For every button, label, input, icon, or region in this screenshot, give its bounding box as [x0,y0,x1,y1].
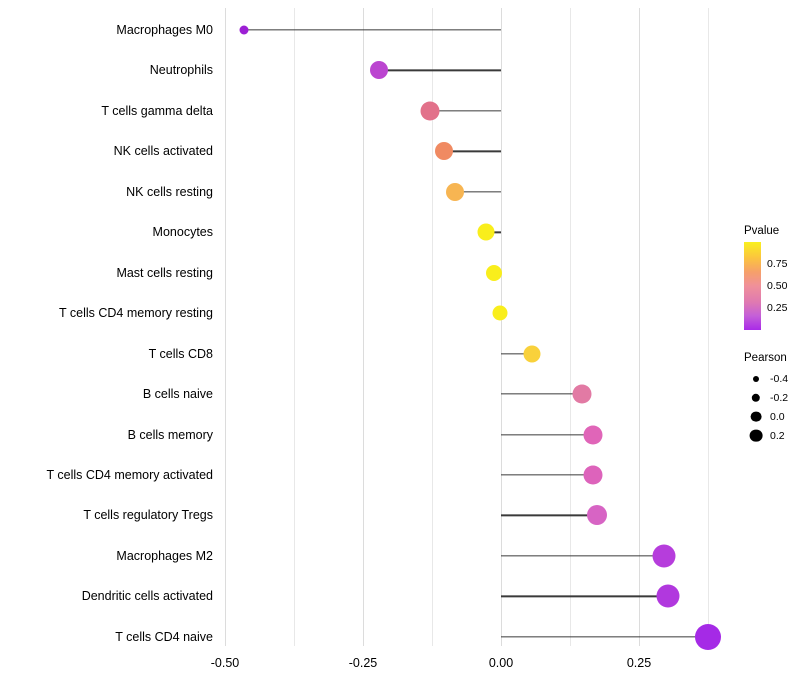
gridline [639,8,640,646]
pearson-legend-dot [750,411,762,422]
y-axis-tick-label: NK cells activated [113,144,213,159]
lollipop-stem [501,514,598,517]
y-axis-tick-label: T cells CD4 memory resting [59,305,213,320]
pearson-legend-row: -0.2 [742,388,800,407]
gridline [570,8,571,646]
gridline [225,8,226,646]
colorbar-tick-label: 0.75 [767,258,788,270]
y-axis-tick-label: T cells CD4 memory activated [46,467,214,482]
y-axis-tick-label: T cells CD4 naive [115,629,213,644]
x-tick-label: 0.25 [626,656,652,670]
pearson-legend-row: 0.2 [742,426,800,445]
lollipop-dot[interactable] [652,544,676,568]
lollipop-stem [501,636,708,638]
lollipop-dot[interactable] [583,425,603,444]
lollipop-dot[interactable] [420,101,440,121]
y-axis-tick-label: Neutrophils [149,63,213,78]
lollipop-stem [429,110,501,112]
lollipop-stem [501,474,594,476]
lollipop-dot[interactable] [239,25,249,35]
pearson-legend-dot [749,429,763,442]
colorbar-tick [761,286,765,287]
pearson-legend-row: 0.0 [742,407,800,426]
lollipop-stem [444,150,501,152]
gridline [708,8,709,646]
lollipop-dot[interactable] [583,465,603,485]
y-axis-tick-label: T cells gamma delta [101,103,213,118]
y-axis-tick-label: T cells CD8 [148,346,213,361]
gridline [363,8,364,646]
pearson-legend-title: Pearson [744,352,787,364]
pearson-legend-rows: -0.4 -0.2 0.0 0.2 [742,369,800,445]
y-axis-tick-label: Macrophages M0 [116,22,213,37]
lollipop-dot[interactable] [477,223,495,241]
colorbar-tick-label: 0.50 [767,280,788,292]
pearson-legend-dot [751,393,761,402]
pearson-legend-dot [753,375,759,382]
lollipop-dot[interactable] [587,505,608,526]
lollipop-stem [243,29,501,31]
colorbar-tick-label: 0.25 [767,302,788,314]
gridline [294,8,295,646]
pearson-legend-label: 0.2 [770,429,785,442]
lollipop-dot[interactable] [492,305,508,321]
colorbar-tick [761,308,765,309]
x-tick-label: -0.25 [348,656,378,670]
pearson-legend-label: -0.4 [770,372,789,385]
lollipop-stem [501,595,669,597]
lollipop-dot[interactable] [695,623,721,650]
lollipop-stem [501,555,664,557]
lollipop-dot[interactable] [485,264,502,281]
colorbar-tick [761,264,765,265]
pearson-size-legend: Pearson -0.4 -0.2 0.0 0.2 [742,352,800,445]
lollipop-stem [455,191,501,193]
x-tick-label: -0.50 [210,656,240,670]
gridline [432,8,433,646]
pvalue-color-legend: Pvalue 0.75 0.50 0.25 [742,225,800,330]
y-axis-tick-label: B cells naive [142,386,213,401]
pvalue-colorbar [744,242,761,330]
lollipop-dot[interactable] [523,345,541,363]
lollipop-stem [501,393,583,395]
y-axis-tick-label: T cells regulatory Tregs [83,508,213,523]
y-axis-tick-label: Macrophages M2 [116,548,213,563]
lollipop-dot[interactable] [446,182,465,201]
y-axis-tick-label: Mast cells resting [116,265,213,280]
lollipop-stem [379,69,501,72]
pvalue-legend-title: Pvalue [744,225,780,237]
lollipop-dot[interactable] [656,584,680,608]
y-axis-tick-label: B cells memory [127,427,213,442]
lollipop-dot[interactable] [370,61,388,80]
lollipop-stem [501,352,532,355]
lollipop-dot[interactable] [435,142,454,161]
colorbar-wrap: 0.75 0.50 0.25 [742,242,800,330]
y-axis-labels: Macrophages M0 Neutrophils T cells gamma d… [0,0,214,700]
y-axis-tick-label: NK cells resting [126,184,213,199]
lollipop-stem [501,433,594,436]
pearson-legend-row: -0.4 [742,369,800,388]
pearson-legend-label: 0.0 [770,410,785,423]
gridline [501,8,502,646]
pearson-legend-label: -0.2 [770,391,789,404]
x-tick-label: 0.00 [488,656,514,670]
lollipop-dot[interactable] [572,384,592,404]
y-axis-tick-label: Dendritic cells activated [81,589,213,604]
y-axis-tick-label: Monocytes [152,225,213,239]
